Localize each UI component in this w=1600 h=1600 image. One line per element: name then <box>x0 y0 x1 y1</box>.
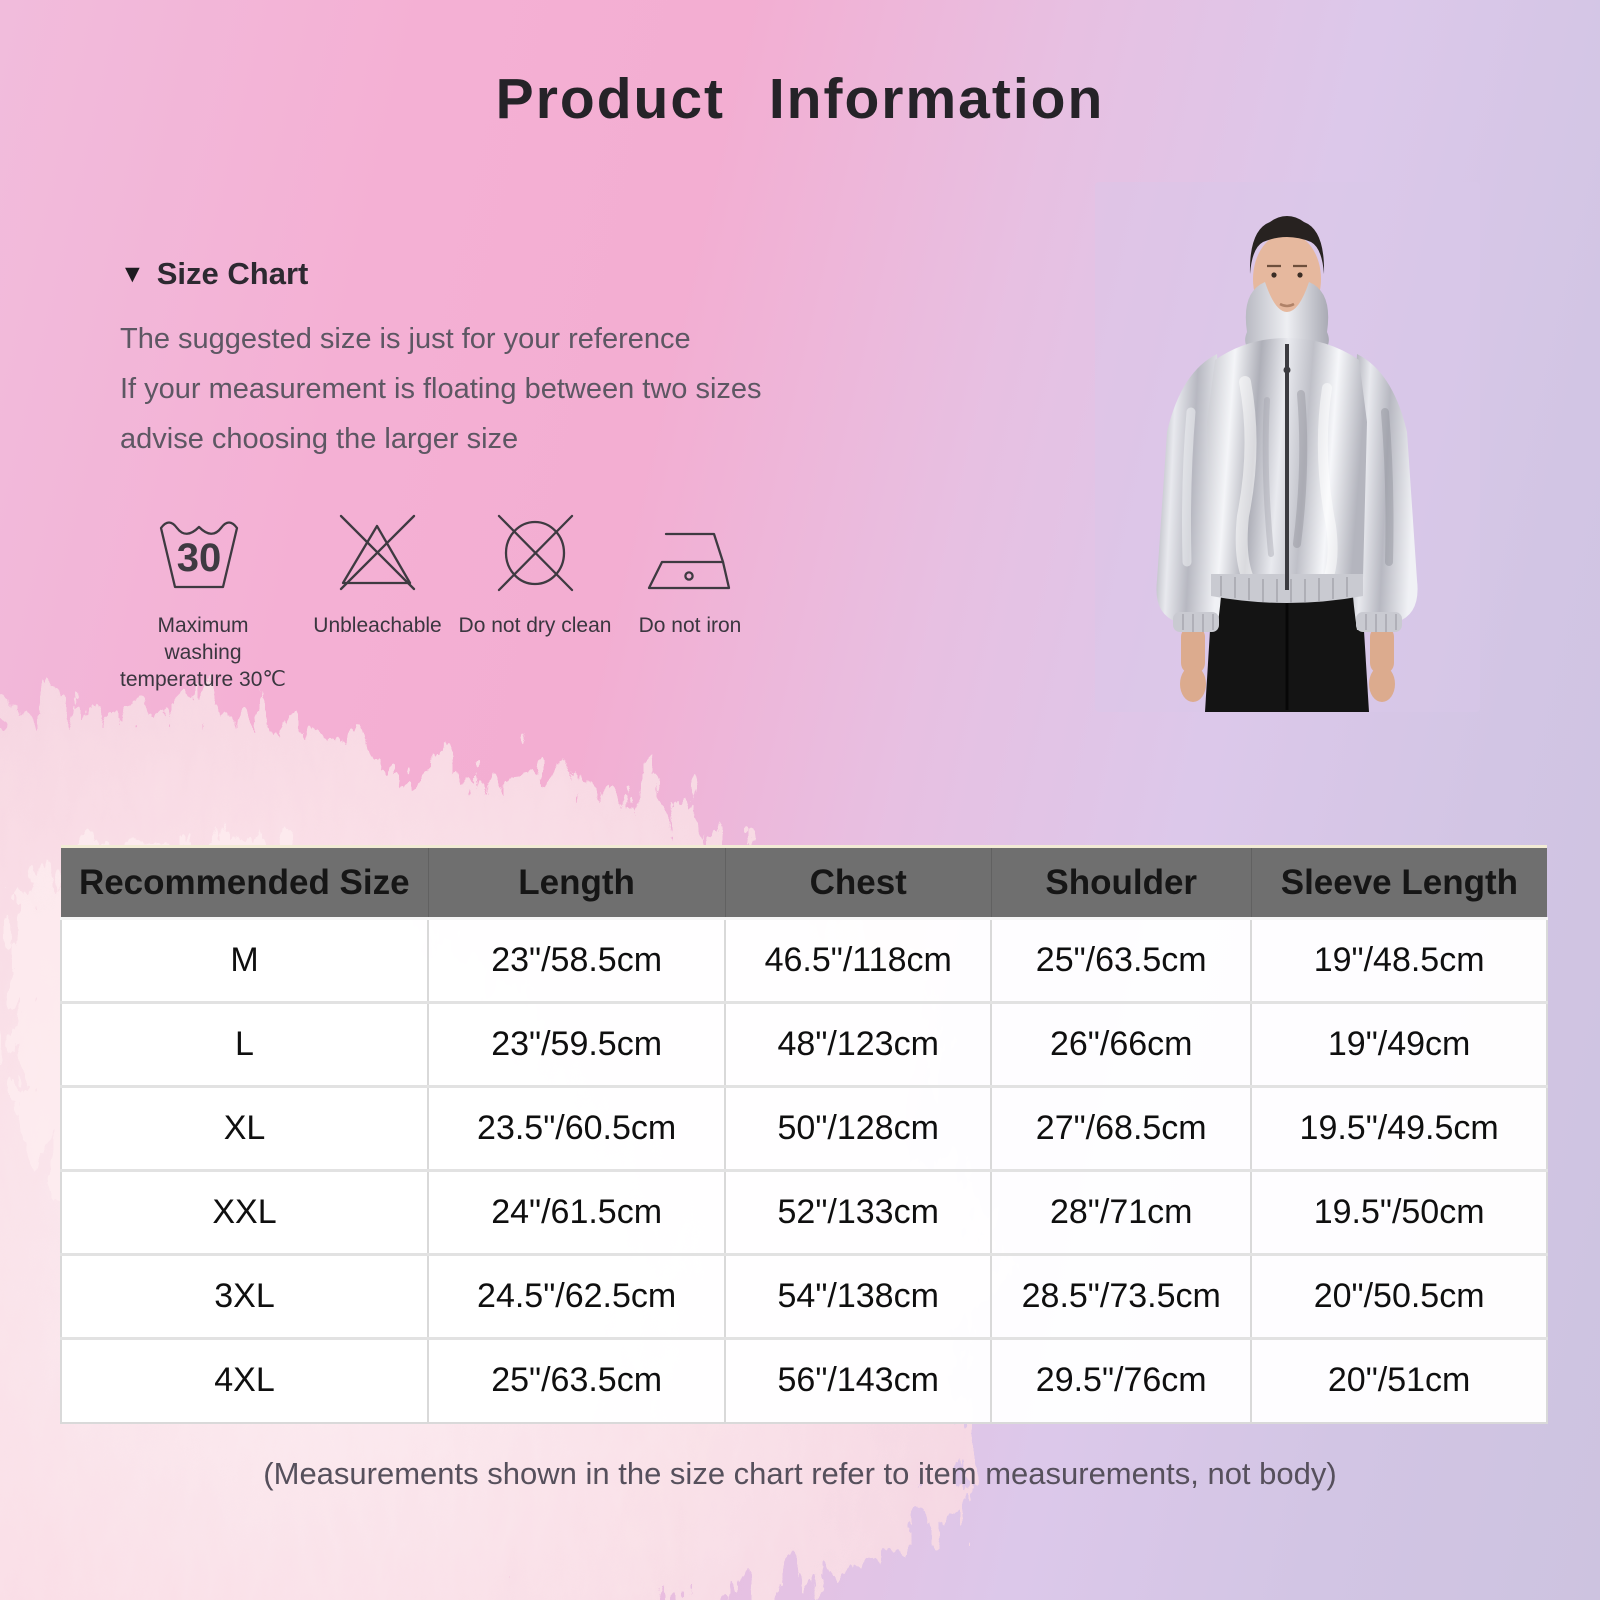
column-header: Sleeve Length <box>1250 845 1547 919</box>
table-cell: 29.5"/76cm <box>990 1337 1253 1424</box>
table-cell: 27"/68.5cm <box>990 1085 1253 1172</box>
table-cell: 19.5"/50cm <box>1250 1169 1548 1256</box>
size-chart-heading: ▼ Size Chart <box>120 256 762 292</box>
table-cell: 23"/59.5cm <box>427 1001 727 1088</box>
care-label: Do not dry clean <box>458 614 612 637</box>
column-header: Chest <box>724 845 992 919</box>
table-cell: L <box>59 1001 430 1088</box>
table-cell: XXL <box>59 1169 430 1256</box>
table-cell: XL <box>59 1085 430 1172</box>
table-row: 4XL 25"/63.5cm 56"/143cm 29.5"/76cm 20"/51cm <box>59 1337 1548 1424</box>
table-row: XXL 24"/61.5cm 52"/133cm 28"/71cm 19.5"/50cm <box>59 1169 1548 1256</box>
table-cell: 19"/48.5cm <box>1250 917 1548 1004</box>
table-cell: 19.5"/49.5cm <box>1250 1085 1548 1172</box>
care-label: Do not iron <box>638 614 742 637</box>
column-header: Shoulder <box>990 845 1252 919</box>
table-cell: 20"/51cm <box>1250 1337 1548 1424</box>
column-header: Length <box>427 845 726 919</box>
wash-30-icon: 30 <box>153 498 253 600</box>
care-item-unbleachable: Unbleachable <box>300 498 455 639</box>
table-cell: 24"/61.5cm <box>427 1169 727 1256</box>
no-dry-clean-icon <box>488 498 583 600</box>
table-cell: 3XL <box>59 1253 430 1340</box>
size-chart-section: ▼ Size Chart The suggested size is just … <box>120 256 762 464</box>
description-line: advise choosing the larger size <box>120 423 519 455</box>
no-bleach-icon <box>330 498 425 600</box>
table-cell: 28"/71cm <box>990 1169 1253 1256</box>
table-cell: 25"/63.5cm <box>427 1337 727 1424</box>
triangle-down-icon: ▼ <box>120 259 145 288</box>
no-iron-icon <box>640 498 740 600</box>
care-label: Unbleachable <box>313 614 442 637</box>
table-row: L 23"/59.5cm 48"/123cm 26"/66cm 19"/49cm <box>59 1001 1548 1088</box>
table-cell: 20"/50.5cm <box>1250 1253 1548 1340</box>
care-item-no-dry-clean: Do not dry clean <box>455 498 615 639</box>
description-line: The suggested size is just for your refe… <box>120 323 691 355</box>
table-cell: 46.5"/118cm <box>724 917 993 1004</box>
care-item-max-wash-30: 30 Maximum washing temperature 30℃ <box>118 498 288 693</box>
table-cell: 25"/63.5cm <box>990 917 1253 1004</box>
table-cell: 56"/143cm <box>724 1337 993 1424</box>
page-title: Product Information <box>495 67 1105 131</box>
size-chart-description: The suggested size is just for your refe… <box>120 314 762 464</box>
hair <box>1249 216 1325 274</box>
table-row: M 23"/58.5cm 46.5"/118cm 25"/63.5cm 19"/48.5… <box>59 917 1548 1004</box>
svg-text:30: 30 <box>177 536 222 580</box>
column-header: Recommended Size <box>61 845 429 919</box>
table-cell: 4XL <box>59 1337 430 1424</box>
description-line: If your measurement is floating between … <box>120 373 762 405</box>
table-cell: 26"/66cm <box>990 1001 1253 1088</box>
table-cell: 19"/49cm <box>1250 1001 1548 1088</box>
care-item-no-iron: Do not iron <box>615 498 765 639</box>
table-cell: 54"/138cm <box>724 1253 993 1340</box>
table-cell: M <box>59 917 430 1004</box>
table-row: 3XL 24.5"/62.5cm 54"/138cm 28.5"/73.5cm 20"/… <box>59 1253 1548 1340</box>
table-cell: 52"/133cm <box>724 1169 993 1256</box>
table-cell: 48"/123cm <box>724 1001 993 1088</box>
table-cell: 50"/128cm <box>724 1085 993 1172</box>
care-instructions-row: 30 Maximum washing temperature 30℃ Unble… <box>118 498 765 693</box>
size-table: Recommended Size Length Chest Shoulder Sleev… <box>59 845 1548 1424</box>
size-chart-heading-label: Size Chart <box>156 256 309 291</box>
table-cell: 23.5"/60.5cm <box>427 1085 727 1172</box>
table-cell: 23"/58.5cm <box>427 917 727 1004</box>
footer-note: (Measurements shown in the size chart re… <box>263 1456 1337 1491</box>
care-label: Maximum washing temperature 30℃ <box>119 614 286 691</box>
table-cell: 24.5"/62.5cm <box>427 1253 727 1340</box>
product-photo <box>1095 182 1480 712</box>
table-cell: 28.5"/73.5cm <box>990 1253 1253 1340</box>
table-row: XL 23.5"/60.5cm 50"/128cm 27"/68.5cm 19.5"/4… <box>59 1085 1548 1172</box>
